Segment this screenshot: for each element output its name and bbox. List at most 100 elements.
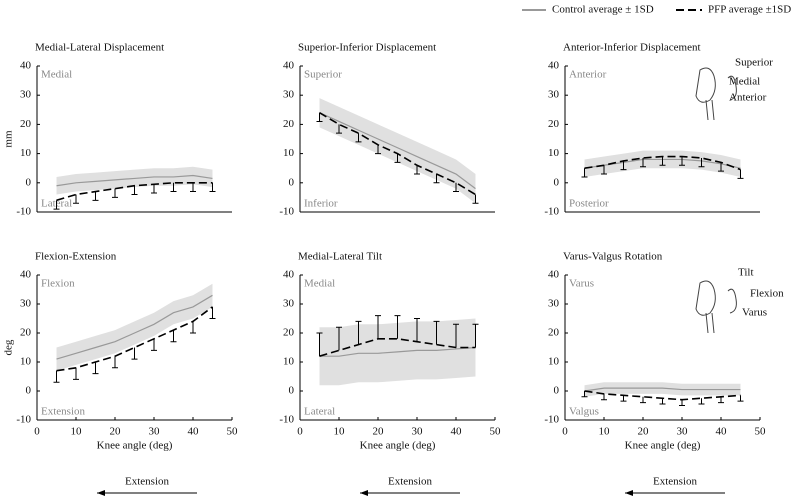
corner-label: Extension xyxy=(41,406,85,418)
error-bar xyxy=(131,347,138,360)
y-tick-label: 0 xyxy=(289,385,295,397)
error-bar xyxy=(433,320,440,345)
error-bar xyxy=(316,112,323,122)
x-tick-label: 50 xyxy=(227,426,239,438)
error-bar xyxy=(640,396,646,404)
error-bar xyxy=(394,315,401,339)
y-tick-label: 40 xyxy=(20,269,32,281)
x-tick-label: 40 xyxy=(451,426,463,438)
y-tick-label: 20 xyxy=(20,327,32,339)
error-bar xyxy=(53,200,60,210)
panel-title: Anterior-Inferior Displacement xyxy=(563,42,701,54)
error-bar xyxy=(355,133,362,143)
corner-label: Valgus xyxy=(569,406,599,418)
error-bar xyxy=(112,356,118,369)
x-tick-label: 0 xyxy=(297,426,303,438)
legend-label: Control average ± 1SD xyxy=(552,4,654,16)
y-tick-label: 30 xyxy=(548,298,560,310)
error-bar xyxy=(601,165,607,175)
error-bar xyxy=(581,168,588,178)
error-bar xyxy=(718,396,724,404)
x-tick-label: 40 xyxy=(188,426,200,438)
icon-label: Medial xyxy=(729,76,760,88)
icon-label: Varus xyxy=(742,307,767,319)
y-tick-label: 20 xyxy=(548,118,560,130)
icon-label: Tilt xyxy=(738,267,754,279)
error-bar xyxy=(737,169,744,179)
error-bar xyxy=(209,182,216,193)
error-bar xyxy=(190,321,196,334)
x-tick-label: 50 xyxy=(755,426,767,438)
x-tick-label: 0 xyxy=(562,426,568,438)
direction-label: Extension xyxy=(388,476,432,488)
x-axis-label: Knee angle (deg) xyxy=(360,440,436,452)
error-bar xyxy=(679,156,685,166)
corner-label: Medial xyxy=(41,69,72,81)
y-tick-label: -10 xyxy=(16,206,31,218)
knee-icon xyxy=(695,67,737,334)
y-tick-label: 30 xyxy=(20,89,32,101)
error-bar xyxy=(679,399,685,406)
pfp-line xyxy=(56,182,213,202)
y-tick-label: -10 xyxy=(544,206,559,218)
y-tick-label: 10 xyxy=(548,356,560,368)
x-tick-label: 10 xyxy=(599,426,611,438)
error-bar xyxy=(581,391,588,398)
error-bar xyxy=(73,194,79,204)
legend-label: PFP average ±1SD xyxy=(708,4,791,16)
control-line xyxy=(56,294,213,360)
panel-title: Medial-Lateral Displacement xyxy=(35,42,164,54)
direction-arrowhead xyxy=(625,490,633,496)
error-bar xyxy=(472,323,479,348)
pfp-line xyxy=(319,338,476,357)
error-bar xyxy=(336,124,342,134)
y-tick-label: 0 xyxy=(26,176,32,188)
y-tick-label: 20 xyxy=(20,118,32,130)
y-tick-label: 10 xyxy=(20,356,32,368)
error-bar xyxy=(92,191,99,201)
direction-label: Extension xyxy=(653,476,697,488)
y-tick-label: 30 xyxy=(283,89,295,101)
error-bar xyxy=(414,318,420,342)
y-tick-label: 10 xyxy=(548,147,560,159)
error-bar xyxy=(170,330,177,343)
corner-label: Medial xyxy=(304,278,335,290)
y-tick-label: 30 xyxy=(20,298,32,310)
x-tick-label: 10 xyxy=(71,426,83,438)
corner-label: Inferior xyxy=(304,198,338,210)
error-bar xyxy=(375,144,381,155)
y-tick-label: 20 xyxy=(283,327,295,339)
y-tick-label: 20 xyxy=(283,118,295,130)
x-tick-label: 20 xyxy=(638,426,650,438)
panel-title: Medial-Lateral Tilt xyxy=(298,251,382,263)
x-tick-label: 50 xyxy=(490,426,502,438)
corner-label: Flexion xyxy=(41,278,75,290)
y-tick-label: 10 xyxy=(20,147,32,159)
error-bar xyxy=(131,185,138,195)
corner-label: Superior xyxy=(304,69,342,81)
error-bar xyxy=(170,182,177,193)
error-bar xyxy=(53,370,60,383)
error-bar xyxy=(640,157,646,168)
y-tick-label: 40 xyxy=(283,269,295,281)
y-axis-label: deg xyxy=(3,339,15,355)
y-tick-label: -10 xyxy=(544,414,559,426)
y-tick-label: 0 xyxy=(554,385,560,397)
x-axis-label: Knee angle (deg) xyxy=(625,440,701,452)
x-tick-label: 40 xyxy=(716,426,728,438)
y-tick-label: 10 xyxy=(283,356,295,368)
error-bar xyxy=(112,188,118,198)
direction-arrowhead xyxy=(360,490,368,496)
error-bar xyxy=(737,395,744,402)
error-bar xyxy=(414,165,420,175)
x-tick-label: 30 xyxy=(677,426,689,438)
pfp-line xyxy=(584,390,741,401)
x-tick-label: 20 xyxy=(110,426,122,438)
error-bar xyxy=(453,182,459,193)
panel-title: Varus-Valgus Rotation xyxy=(563,251,663,263)
control-line xyxy=(56,174,213,187)
control-line xyxy=(319,346,476,357)
panel-title: Flexion-Extension xyxy=(35,251,117,263)
icon-label: Anterior xyxy=(729,92,767,104)
